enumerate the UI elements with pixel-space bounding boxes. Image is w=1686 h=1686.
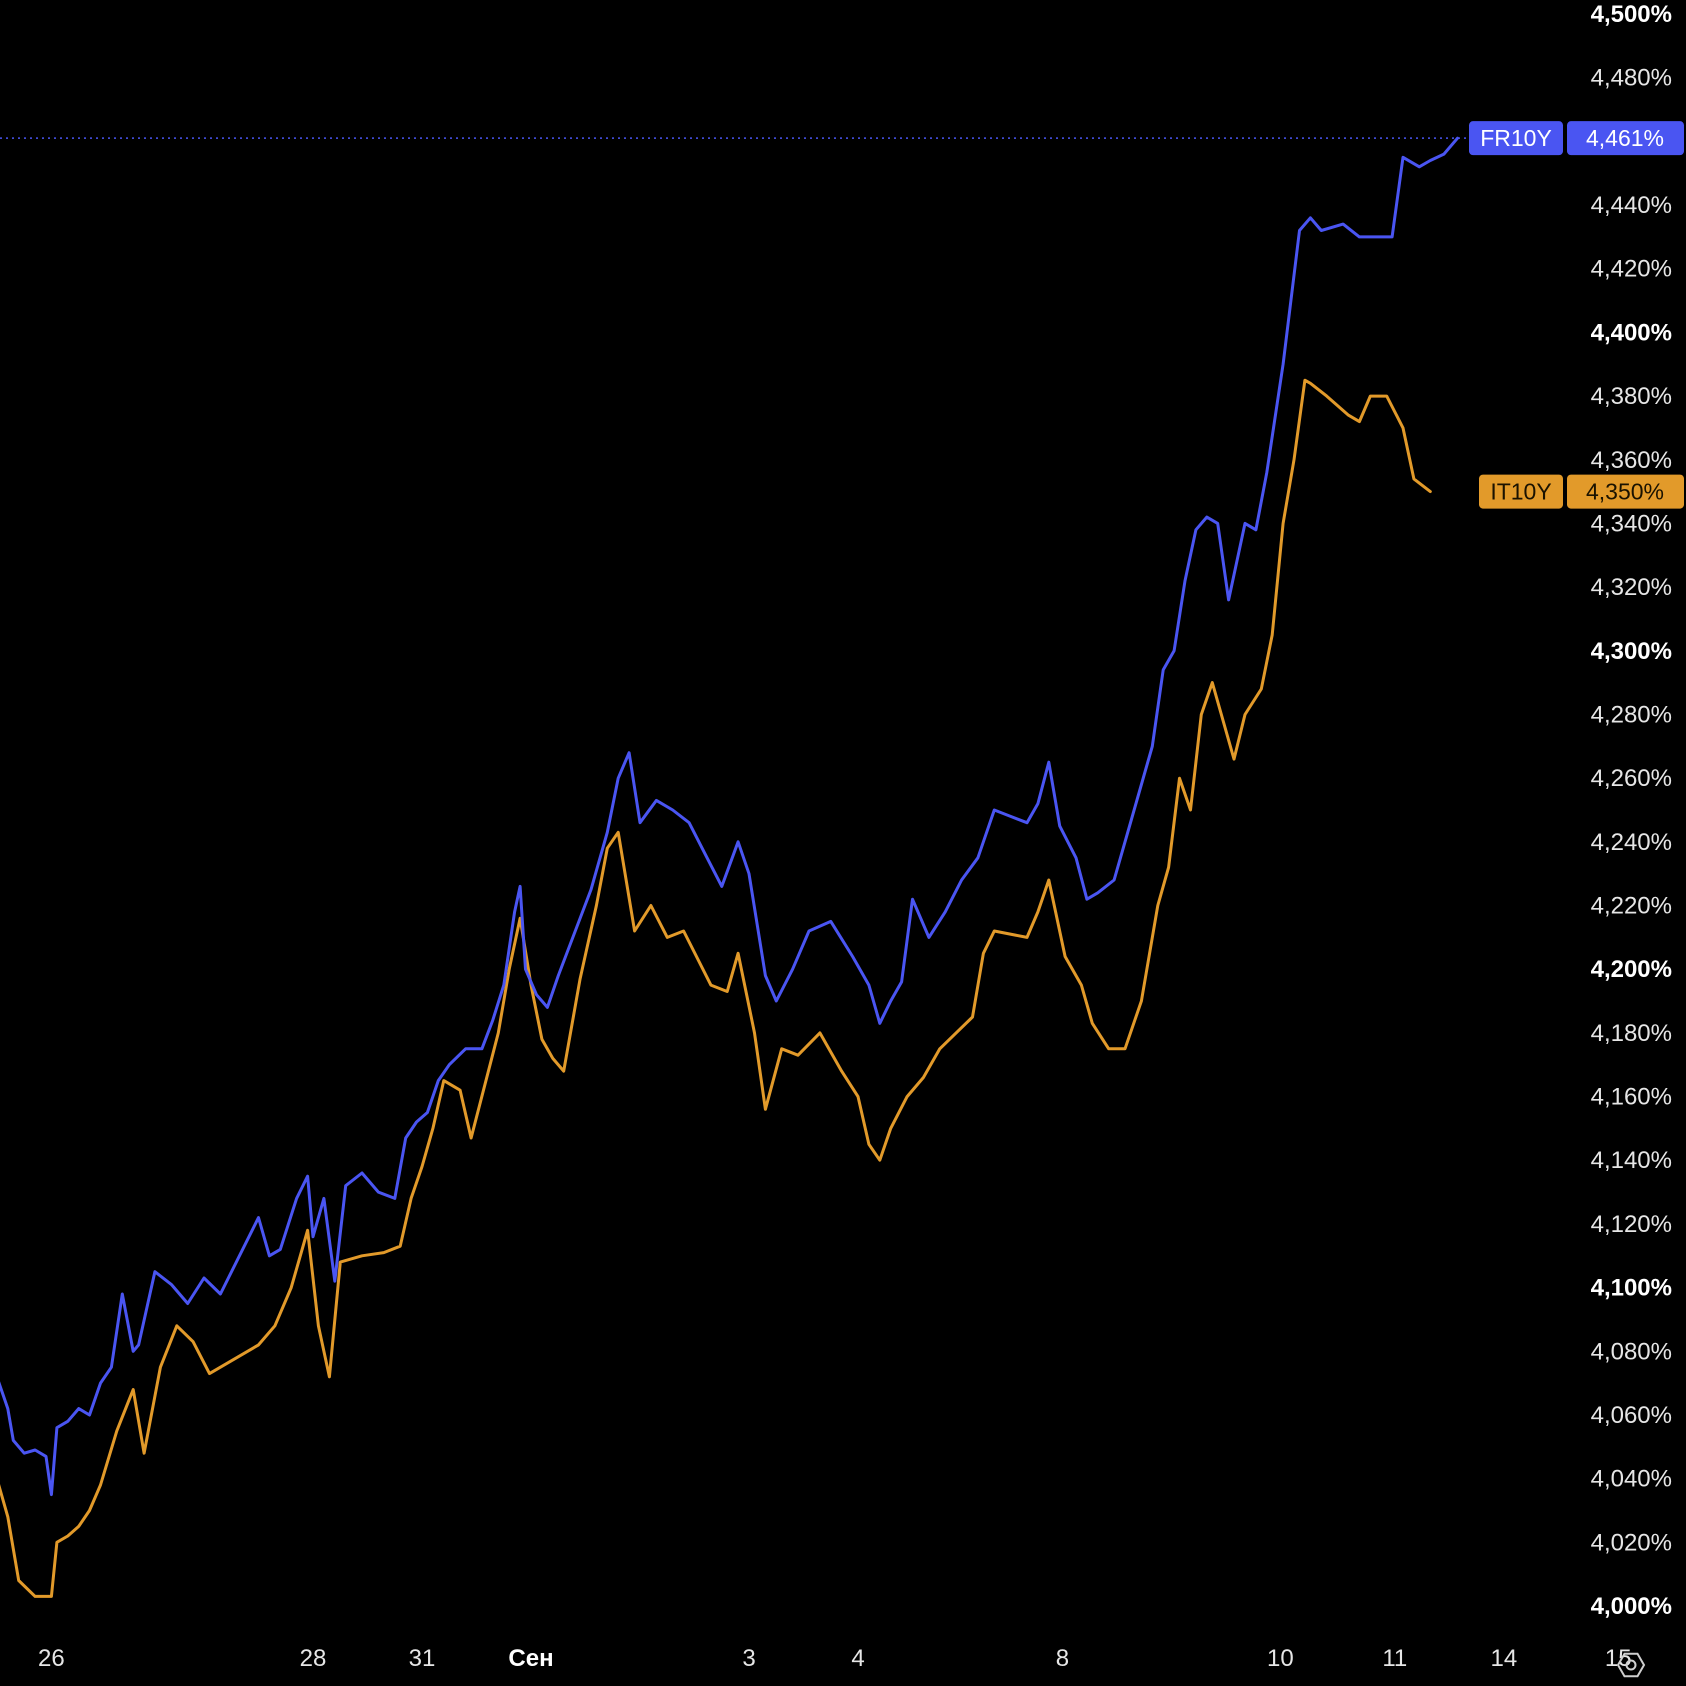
y-tick-label: 4,140% bbox=[1591, 1147, 1672, 1174]
series-name-badge bbox=[1479, 474, 1563, 509]
y-tick-label: 4,200% bbox=[1591, 956, 1672, 983]
y-tick-label: 4,500% bbox=[1591, 1, 1672, 28]
x-axis[interactable]: 26 28 31 Сен 3 4 8 10 11 14 15 bbox=[38, 1645, 1632, 1672]
last-value-badge bbox=[1567, 121, 1684, 156]
y-tick-label: 4,240% bbox=[1591, 829, 1672, 856]
y-tick-label: 4,000% bbox=[1591, 1593, 1672, 1620]
x-tick-label: 31 bbox=[409, 1645, 436, 1672]
x-tick-label: 8 bbox=[1056, 1645, 1069, 1672]
series-name-label: IT10Y bbox=[1490, 479, 1551, 505]
y-tick-label: 4,260% bbox=[1591, 765, 1672, 792]
y-tick-label: 4,360% bbox=[1591, 447, 1672, 474]
y-tick-label: 4,060% bbox=[1591, 1402, 1672, 1429]
x-tick-label: 28 bbox=[300, 1645, 327, 1672]
y-tick-label: 4,020% bbox=[1591, 1529, 1672, 1556]
series-line-fr10y bbox=[0, 136, 1459, 1497]
y-tick-label: 4,160% bbox=[1591, 1084, 1672, 1111]
y-axis[interactable]: 4,500%4,480%4,460%4,440%4,420%4,400%4,38… bbox=[1591, 1, 1672, 1620]
x-tick-label: 26 bbox=[38, 1645, 65, 1672]
last-value-badge bbox=[1567, 474, 1684, 509]
x-tick-label: Сен bbox=[508, 1645, 553, 1672]
last-value-label: 4,461% bbox=[1586, 125, 1664, 151]
series-name-label: FR10Y bbox=[1480, 125, 1552, 151]
x-tick-label: 4 bbox=[851, 1645, 864, 1672]
x-tick-label: 14 bbox=[1490, 1645, 1517, 1672]
y-tick-label: 4,440% bbox=[1591, 192, 1672, 219]
y-tick-label: 4,320% bbox=[1591, 574, 1672, 601]
badge-fr10y: FR10Y 4,461% bbox=[1469, 121, 1684, 156]
y-tick-label: 4,480% bbox=[1591, 65, 1672, 92]
y-tick-label: 4,340% bbox=[1591, 510, 1672, 537]
price-badges: FR10Y 4,461% IT10Y 4,350% bbox=[1469, 121, 1684, 509]
settings-hexagon-icon[interactable] bbox=[1616, 1652, 1646, 1678]
y-tick-label: 4,220% bbox=[1591, 893, 1672, 920]
x-tick-label: 3 bbox=[742, 1645, 755, 1672]
y-tick-label: 4,040% bbox=[1591, 1466, 1672, 1493]
x-tick-label: 10 bbox=[1267, 1645, 1294, 1672]
badge-it10y: IT10Y 4,350% bbox=[1479, 474, 1684, 509]
y-tick-label: 4,420% bbox=[1591, 256, 1672, 283]
y-tick-label: 4,400% bbox=[1591, 319, 1672, 346]
last-value-label: 4,350% bbox=[1586, 479, 1664, 505]
y-tick-label: 4,080% bbox=[1591, 1338, 1672, 1365]
y-tick-label: 4,120% bbox=[1591, 1211, 1672, 1238]
y-tick-label: 4,180% bbox=[1591, 1020, 1672, 1047]
y-tick-label: 4,300% bbox=[1591, 638, 1672, 665]
x-tick-label: 11 bbox=[1382, 1645, 1407, 1672]
y-tick-label: 4,100% bbox=[1591, 1275, 1672, 1302]
series-name-badge bbox=[1469, 121, 1563, 156]
series-layer bbox=[0, 136, 1472, 1598]
series-line-it10y bbox=[0, 378, 1432, 1598]
y-tick-label: 4,380% bbox=[1591, 383, 1672, 410]
y-tick-label: 4,280% bbox=[1591, 701, 1672, 728]
